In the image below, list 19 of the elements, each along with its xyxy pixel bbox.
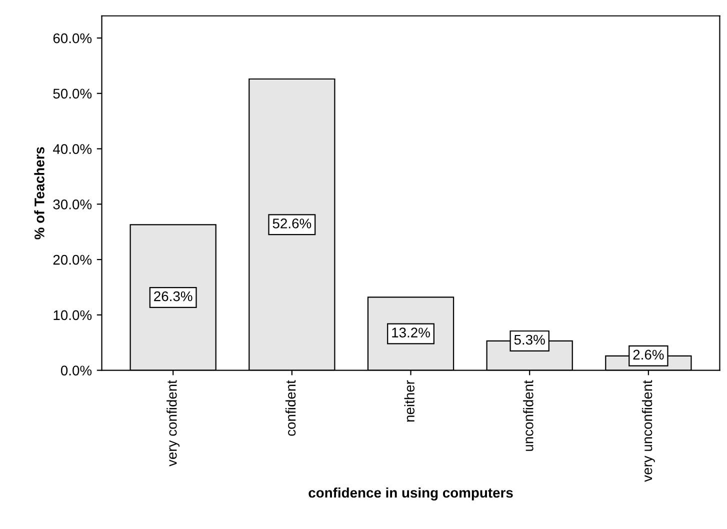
y-tick-label: 50.0%: [53, 88, 92, 99]
x-tick-label: confident: [285, 380, 296, 436]
y-tick-label: 30.0%: [53, 199, 92, 210]
data-label: 13.2%: [392, 328, 430, 338]
x-tick-label: very unconfident: [642, 380, 655, 482]
x-tick-label: unconfident: [523, 380, 534, 451]
data-label: 2.6%: [633, 350, 664, 360]
y-tick-label: 20.0%: [53, 254, 92, 265]
data-label: 52.6%: [272, 218, 312, 228]
x-tick-label: neither: [404, 380, 414, 422]
data-label: 5.3%: [514, 334, 545, 345]
data-label: 26.3%: [154, 291, 192, 302]
y-tick-label: 0.0%: [60, 366, 92, 376]
y-tick-label: 40.0%: [52, 144, 92, 154]
y-axis-title: % of Teachers: [34, 147, 44, 240]
x-tick-label: very confident: [166, 380, 180, 466]
y-tick-label: 10.0%: [54, 310, 92, 320]
y-tick-label: 60.0%: [53, 33, 92, 44]
x-axis-title: confidence in using computers: [308, 487, 513, 500]
